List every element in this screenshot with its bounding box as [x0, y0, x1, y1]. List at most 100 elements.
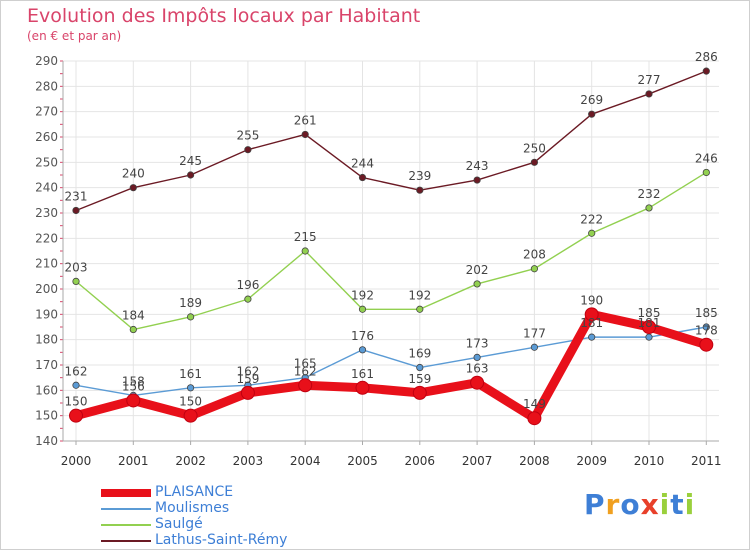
- data-point: [129, 325, 137, 334]
- data-point: [412, 385, 427, 400]
- series-line: [71, 309, 711, 423]
- data-label: 158: [122, 374, 145, 388]
- data-label: 161: [179, 367, 202, 381]
- y-tick-label: 140: [35, 434, 58, 448]
- data-point: [244, 146, 252, 154]
- data-label: 185: [695, 306, 718, 320]
- legend-item-plaisance: PLAISANCE: [101, 484, 341, 501]
- data-label: 161: [351, 367, 374, 381]
- x-tick-label: 2005: [347, 454, 378, 468]
- data-point: [244, 295, 252, 303]
- data-label: 162: [236, 364, 259, 378]
- data-point: [530, 343, 539, 351]
- data-point: [129, 184, 137, 192]
- data-label: 162: [294, 364, 317, 378]
- data-label: 196: [236, 278, 259, 292]
- data-point: [69, 408, 83, 423]
- logo-letter: i: [659, 488, 671, 521]
- x-tick-label: 2004: [290, 454, 321, 468]
- data-label: 203: [65, 260, 88, 274]
- legend-swatch: [101, 524, 151, 526]
- data-label: 261: [294, 113, 317, 127]
- data-label: 150: [179, 395, 202, 409]
- data-point: [588, 229, 596, 237]
- logo-letter: r: [605, 488, 621, 521]
- x-tick-label: 2011: [691, 454, 722, 468]
- data-point: [470, 375, 485, 390]
- data-label: 208: [523, 248, 546, 262]
- series-line: [75, 70, 707, 212]
- data-label: 162: [65, 364, 88, 378]
- legend-item-lathus-saint-remy: Lathus-Saint-Rémy: [101, 532, 341, 549]
- y-tick-label: 230: [35, 206, 58, 220]
- y-tick-label: 160: [35, 383, 58, 397]
- y-tick-label: 220: [35, 231, 58, 245]
- data-label: 159: [408, 372, 431, 386]
- y-tick-label: 210: [35, 257, 58, 271]
- data-label: 184: [122, 309, 145, 323]
- data-point: [416, 363, 424, 372]
- y-tick-label: 260: [35, 130, 58, 144]
- y-tick-label: 240: [35, 181, 58, 195]
- x-tick-label: 2003: [233, 454, 264, 468]
- y-tick-label: 170: [35, 358, 58, 372]
- data-label: 190: [580, 293, 603, 307]
- y-tick-label: 190: [35, 307, 58, 321]
- proxiti-logo: Proxiti: [584, 488, 695, 521]
- logo-letter: i: [684, 488, 696, 521]
- data-label: 222: [580, 212, 603, 226]
- data-point: [187, 313, 195, 321]
- data-label: 269: [580, 93, 603, 107]
- data-label: 215: [294, 230, 317, 244]
- series-line: [75, 171, 707, 331]
- data-point: [702, 168, 710, 177]
- data-point: [358, 173, 367, 182]
- x-tick-label: 2009: [576, 454, 607, 468]
- data-label: 244: [351, 157, 374, 171]
- legend-label: Saulgé: [155, 516, 203, 532]
- data-label: 181: [580, 316, 603, 330]
- chart-title: Evolution des Impôts locaux par Habitant: [27, 5, 421, 27]
- legend-item-moulismes: Moulismes: [101, 500, 341, 517]
- data-point: [645, 90, 653, 98]
- data-label: 185: [638, 306, 661, 320]
- data-label: 163: [466, 362, 489, 376]
- data-label: 277: [638, 73, 661, 87]
- data-point: [473, 280, 481, 288]
- x-tick-label: 2007: [462, 454, 493, 468]
- data-label: 159: [236, 372, 259, 386]
- data-label: 231: [65, 189, 88, 203]
- legend-label: Moulismes: [155, 500, 230, 516]
- data-point: [358, 346, 367, 354]
- data-point: [72, 277, 80, 285]
- legend-label: PLAISANCE: [155, 484, 234, 500]
- data-point: [473, 353, 481, 361]
- y-tick-label: 270: [35, 105, 58, 119]
- data-label: 173: [466, 336, 489, 350]
- legend-swatch: [101, 489, 151, 497]
- x-tick-label: 2008: [519, 454, 550, 468]
- data-point: [645, 333, 653, 341]
- y-tick-label: 180: [35, 333, 58, 347]
- data-label: 255: [236, 129, 259, 143]
- y-tick-label: 200: [35, 282, 58, 296]
- x-tick-label: 2010: [634, 454, 665, 468]
- data-point: [183, 408, 198, 423]
- y-tick-label: 290: [35, 54, 58, 68]
- data-point: [355, 380, 370, 395]
- data-point: [530, 265, 539, 273]
- y-tick-label: 250: [35, 155, 58, 169]
- data-point: [702, 323, 710, 331]
- x-tick-label: 2002: [175, 454, 206, 468]
- data-label: 192: [408, 288, 431, 302]
- data-label: 240: [122, 167, 145, 181]
- data-label: 286: [695, 50, 718, 64]
- y-tick-label: 280: [35, 79, 58, 93]
- data-label: 165: [294, 357, 317, 371]
- x-tick-label: 2000: [61, 454, 92, 468]
- data-label: 177: [523, 326, 546, 340]
- data-point: [645, 204, 653, 212]
- data-point: [358, 305, 367, 313]
- data-point: [416, 186, 424, 194]
